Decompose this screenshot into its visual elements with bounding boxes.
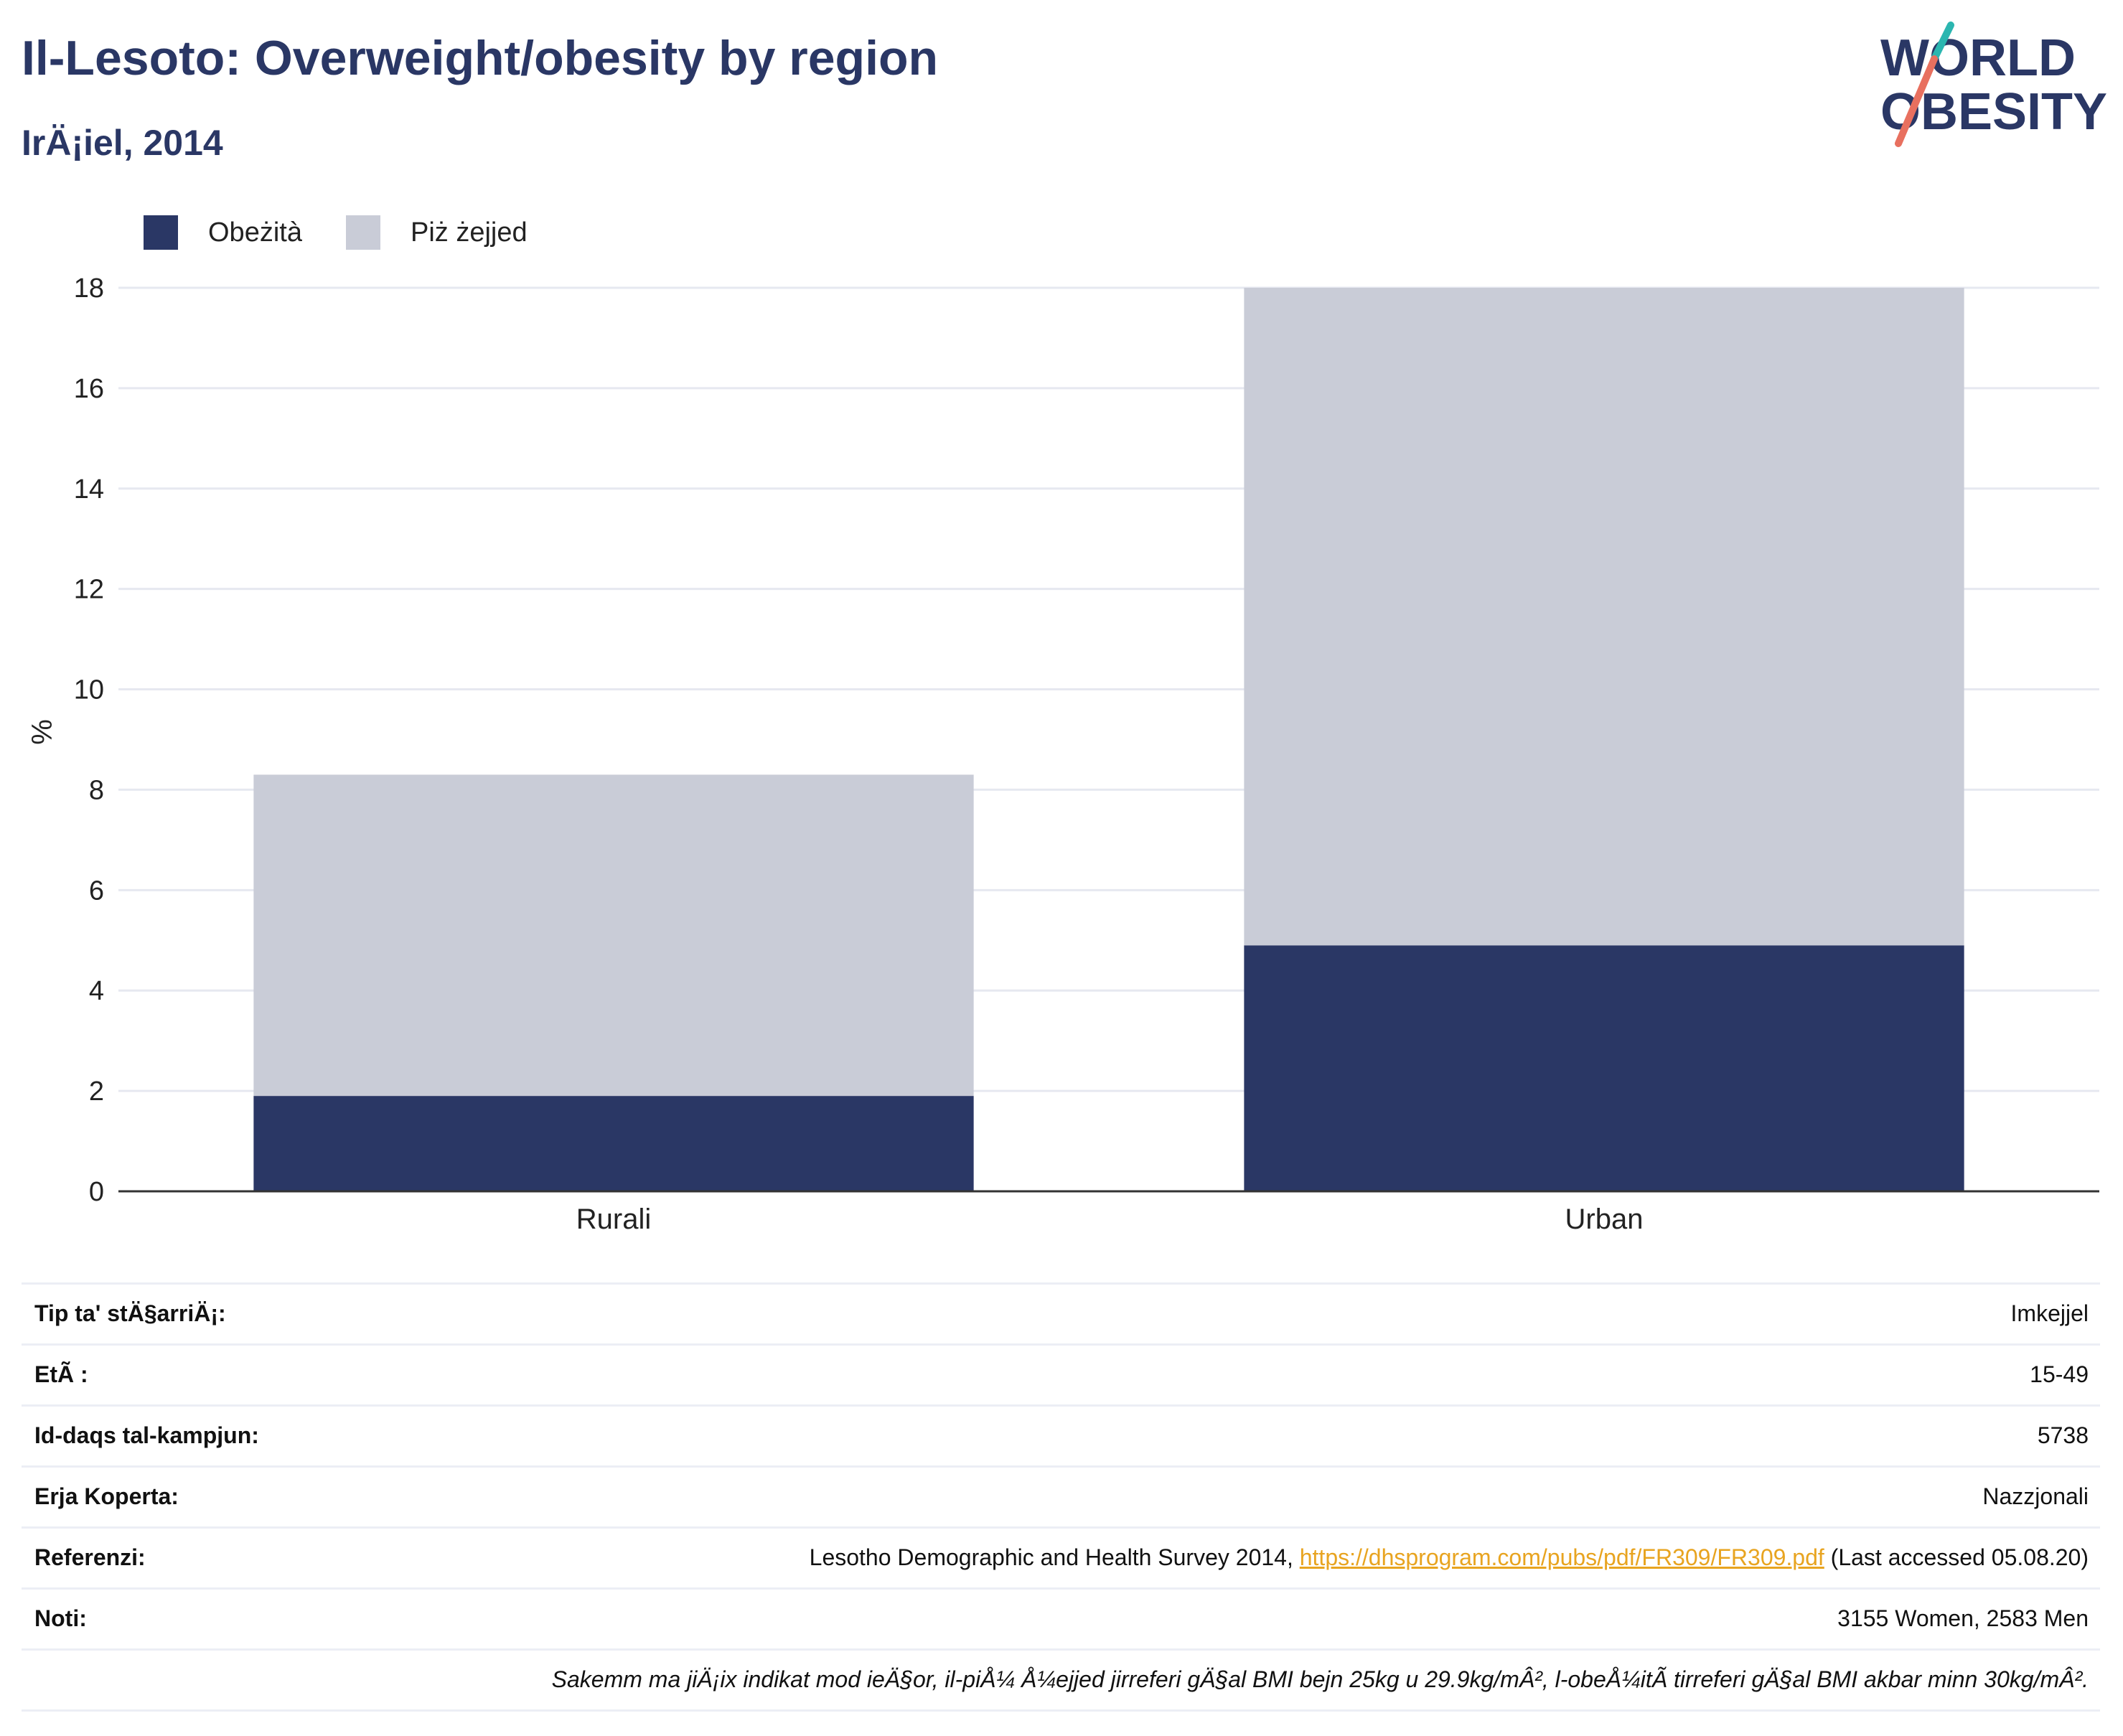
y-tick-label: 16 [74, 374, 104, 404]
info-value: 5738 [2037, 1422, 2089, 1448]
y-tick-label: 14 [74, 474, 104, 505]
reference-value: Lesotho Demographic and Health Survey 20… [810, 1544, 2089, 1571]
legend-label-overweight: Piż żejjed [411, 217, 528, 248]
info-row-sample-size: Id-daqs tal-kampjun: 5738 [22, 1404, 2100, 1465]
info-value: Nazzjonali [1982, 1483, 2089, 1509]
y-tick-label: 6 [89, 876, 104, 906]
bar-overweight-rurali [253, 774, 974, 1097]
info-row-survey-type: Tip ta' stÄ§arriÄ¡: Imkejjel [22, 1282, 2100, 1343]
y-tick-label: 0 [89, 1177, 104, 1207]
logo-slash-teal [1931, 22, 1954, 62]
chart-title: Il-Lesoto: Overweight/obesity by region [22, 31, 939, 85]
reference-accessed: (Last accessed 05.08.20) [1824, 1544, 2089, 1570]
info-value: 3155 Women, 2583 Men [1837, 1605, 2089, 1631]
y-tick-label: 18 [74, 273, 104, 304]
reference-text: Lesotho Demographic and Health Survey 20… [809, 1544, 1300, 1570]
y-tick-label: 8 [89, 775, 104, 805]
reference-link[interactable]: https://dhsprogram.com/pubs/pdf/FR309/FR… [1299, 1544, 1824, 1570]
legend-swatch-obesity [144, 215, 178, 250]
logo-slash-coral [1895, 55, 1938, 147]
info-label: Referenzi: [34, 1544, 146, 1570]
info-label: Noti: [34, 1605, 87, 1631]
info-table: Tip ta' stÄ§arriÄ¡: Imkejjel EtÃ : 15-49… [22, 1282, 2100, 1712]
stacked-bar-chart: 0 2 4 6 8 10 12 14 16 18% Rurali Urban [27, 273, 2099, 1235]
info-label: EtÃ : [34, 1361, 88, 1387]
x-tick-label: Rurali [576, 1204, 651, 1235]
info-row-age: EtÃ : 15-49 [22, 1343, 2100, 1404]
info-label: Erja Koperta: [34, 1483, 179, 1509]
x-tick-label: Urban [1565, 1204, 1644, 1235]
y-tick-label: 2 [89, 1076, 104, 1107]
legend-swatch-overweight [346, 215, 380, 250]
y-tick-label: 10 [74, 675, 104, 705]
info-value: Imkejjel [2010, 1300, 2089, 1326]
footnote-text: Sakemm ma jiÄ¡ix indikat mod ieÄ§or, il-… [551, 1666, 2089, 1692]
bar-obesity-urban [1244, 945, 1964, 1191]
world-obesity-logo: WORLD OBESITY [1880, 22, 2107, 147]
legend-label-obesity: Obeżità [208, 217, 302, 248]
info-row-notes: Noti: 3155 Women, 2583 Men [22, 1587, 2100, 1648]
chart-subtitle: IrÄ¡iel, 2014 [22, 123, 223, 163]
bar-obesity-rurali [253, 1096, 974, 1191]
info-label: Tip ta' stÄ§arriÄ¡: [34, 1300, 226, 1326]
info-row-footnote: Sakemm ma jiÄ¡ix indikat mod ieÄ§or, il-… [22, 1648, 2100, 1712]
y-axis-title: % [27, 719, 58, 745]
info-label: Id-daqs tal-kampjun: [34, 1422, 259, 1448]
info-row-references: Referenzi: Lesotho Demographic and Healt… [22, 1526, 2100, 1587]
logo-word-world: WORLD [1880, 29, 2076, 87]
info-value: 15-49 [2030, 1361, 2089, 1387]
bar-overweight-urban [1244, 287, 1964, 946]
y-tick-label: 4 [89, 976, 104, 1006]
info-row-area-covered: Erja Koperta: Nazzjonali [22, 1465, 2100, 1526]
y-tick-label: 12 [74, 575, 104, 605]
